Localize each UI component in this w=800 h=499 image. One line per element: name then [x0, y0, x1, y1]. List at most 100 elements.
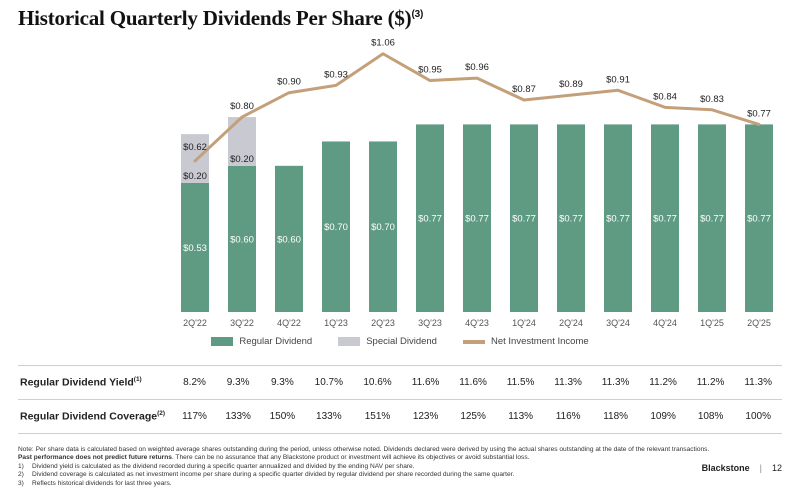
table-cell: 109% — [639, 399, 687, 434]
x-tick-label-1: 3Q'22 — [230, 318, 254, 328]
bar-label-regular-6: $0.77 — [465, 214, 489, 225]
bar-regular-11 — [698, 124, 726, 313]
table-cell: 11.2% — [639, 365, 687, 400]
note-disclaimer: Past performance does not predict future… — [18, 454, 530, 462]
nii-line — [193, 52, 761, 163]
table-cell: 133% — [304, 399, 354, 434]
table-cell: 116% — [544, 399, 592, 434]
table-cell: 8.2% — [173, 365, 217, 400]
table-row: Regular Dividend Yield(1) 8.2% 9.3% 9.3% 10.… — [18, 365, 782, 400]
x-tick-label-0: 2Q'22 — [183, 318, 207, 328]
table-row: Regular Dividend Coverage(2) 117% 133% 150%… — [18, 399, 782, 434]
legend-swatch-special — [338, 337, 361, 346]
table-cell: 151% — [353, 399, 402, 434]
nii-label-11: $0.83 — [700, 94, 724, 105]
x-tick-label-7: 1Q'24 — [512, 318, 536, 328]
x-tick-label-5: 3Q'23 — [418, 318, 442, 328]
bar-regular-2 — [275, 165, 303, 312]
bar-regular-4 — [369, 141, 397, 312]
table-cell: 108% — [686, 399, 735, 434]
table-cell: 10.6% — [353, 365, 402, 400]
table-cell: 11.6% — [449, 365, 497, 400]
table-cell: 118% — [591, 399, 640, 434]
legend-item-nii: Net Investment Income — [462, 336, 589, 347]
legend-swatch-regular — [211, 337, 234, 346]
bar-label-regular-9: $0.77 — [606, 214, 630, 225]
table-cell: 100% — [734, 399, 782, 434]
x-tick-label-9: 3Q'24 — [606, 318, 630, 328]
legend-label-special: Special Dividend — [366, 336, 437, 347]
brand-name: Blackstone — [701, 463, 750, 473]
legend-item-special: Special Dividend — [338, 336, 437, 347]
nii-label-1: $0.80 — [230, 101, 254, 112]
bar-label-regular-2: $0.60 — [277, 234, 301, 245]
x-tick-label-8: 2Q'24 — [559, 318, 583, 328]
bar-regular-5 — [416, 124, 444, 313]
x-tick-label-2: 4Q'22 — [277, 318, 301, 328]
bar-label-regular-12: $0.77 — [747, 214, 771, 225]
table-cell: 150% — [260, 399, 305, 434]
note-item-3: 3) Reflects historical dividends for last… — [18, 479, 172, 487]
bar-regular-10 — [651, 124, 679, 313]
bar-label-regular-11: $0.77 — [700, 214, 724, 225]
table-cell: 11.6% — [401, 365, 450, 400]
table-cell: 11.3% — [544, 365, 592, 400]
bar-regular-9 — [604, 124, 632, 313]
table-cell: 11.5% — [496, 365, 545, 400]
metrics-table: Regular Dividend Yield(1) 8.2% 9.3% 9.3% 10.… — [18, 365, 782, 434]
legend-item-regular: Regular Dividend — [211, 336, 312, 347]
table-cell: 11.3% — [734, 365, 782, 400]
legend-label-nii: Net Investment Income — [490, 336, 589, 347]
nii-label-3: $0.93 — [324, 69, 348, 80]
x-tick-label-11: 1Q'25 — [700, 318, 724, 328]
note-item-1: 1) Dividend yield is calculated as the di… — [18, 462, 415, 470]
table-cell: 113% — [496, 399, 545, 434]
bar-special-0 — [181, 134, 209, 183]
x-tick-label-4: 2Q'23 — [371, 318, 395, 328]
bar-regular-7 — [510, 124, 538, 313]
bar-label-regular-3: $0.70 — [324, 222, 348, 233]
x-tick-label-10: 4Q'24 — [653, 318, 677, 328]
dividend-chart: $0.53 $0.20 2Q'22 $0.60 $0.20 3Q'22 $0.60 4Q'22… — [181, 38, 773, 328]
footer-separator: | — [759, 463, 762, 473]
bar-regular-12 — [745, 124, 773, 313]
row-label: Regular Dividend Yield(1) — [18, 365, 173, 400]
x-tick-label-12: 2Q'25 — [747, 318, 771, 328]
nii-label-2: $0.90 — [277, 77, 301, 88]
table-cell: 9.3% — [260, 365, 305, 400]
nii-label-8: $0.89 — [559, 79, 583, 90]
nii-label-12: $0.77 — [747, 108, 771, 119]
nii-label-10: $0.84 — [653, 91, 677, 102]
note-item-2: 2) Dividend coverage is calculated as net… — [18, 471, 515, 479]
table-cell: 9.3% — [216, 365, 261, 400]
legend-label-regular: Regular Dividend — [239, 336, 313, 347]
bar-label-special-1: $0.20 — [230, 154, 254, 165]
bar-label-regular-0: $0.53 — [183, 243, 207, 254]
table-cell: 11.3% — [591, 365, 640, 400]
x-tick-label-3: 1Q'23 — [324, 318, 348, 328]
bar-label-regular-8: $0.77 — [559, 214, 583, 225]
nii-label-4: $1.06 — [371, 38, 395, 49]
bar-regular-6 — [463, 124, 491, 313]
nii-label-0: $0.62 — [183, 142, 207, 153]
bar-label-regular-5: $0.77 — [418, 214, 442, 225]
bar-regular-3 — [322, 141, 350, 312]
bar-label-regular-10: $0.77 — [653, 214, 677, 225]
nii-label-9: $0.91 — [606, 74, 630, 85]
nii-label-7: $0.87 — [512, 84, 536, 95]
page-footer: Blackstone | 12 — [702, 463, 782, 473]
bar-label-special-0: $0.20 — [183, 171, 207, 182]
nii-label-5: $0.95 — [418, 65, 442, 76]
x-tick-label-6: 4Q'23 — [465, 318, 489, 328]
table-cell: 11.2% — [686, 365, 735, 400]
chart-legend: Regular Dividend Special Dividend Net In… — [0, 336, 800, 347]
page-title: Historical Quarterly Dividends Per Share… — [18, 6, 424, 30]
bar-regular-1 — [228, 165, 256, 312]
bar-regular-8 — [557, 124, 585, 313]
table-cell: 133% — [216, 399, 261, 434]
nii-label-6: $0.96 — [465, 62, 489, 73]
row-label: Regular Dividend Coverage(2) — [18, 399, 173, 434]
table-cell: 123% — [401, 399, 450, 434]
bar-regular-0 — [181, 182, 209, 312]
bar-label-regular-1: $0.60 — [230, 234, 254, 245]
